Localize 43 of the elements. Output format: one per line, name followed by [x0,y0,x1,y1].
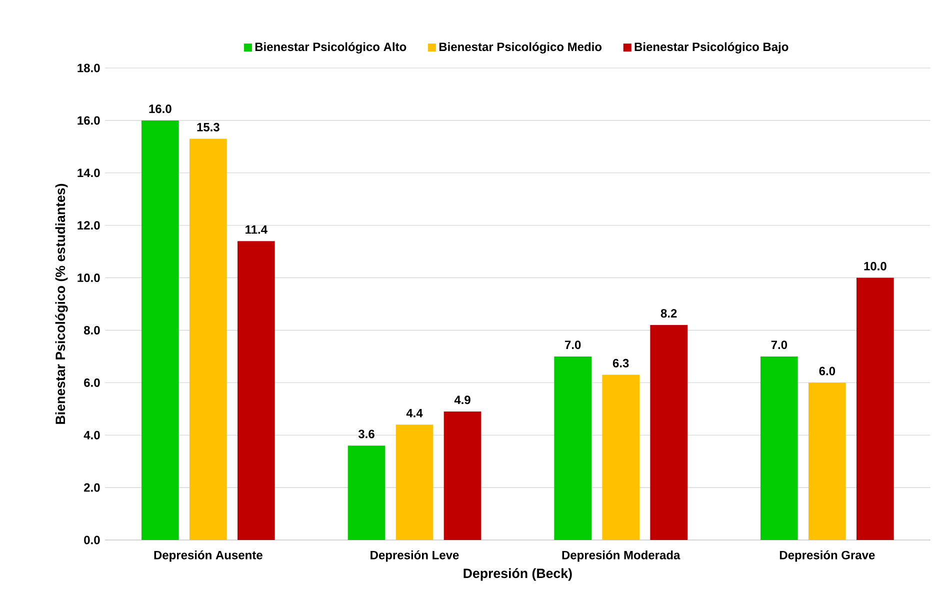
legend-label: Bienestar Psicológico Bajo [634,42,788,54]
data-label: 15.3 [197,122,220,132]
y-tick-label: 2.0 [84,483,100,492]
data-label: 4.9 [454,396,470,404]
x-tick-label: Depresión Grave [780,550,875,562]
y-tick-label: 0.0 [84,536,100,544]
bar [142,120,179,540]
data-label: 4.4 [406,408,423,418]
bar [444,412,482,540]
y-tick-label: 6.0 [84,378,100,387]
data-label: 7.0 [771,340,788,350]
x-tick-label: Depresión Moderada [562,550,680,562]
data-label: 10.0 [864,262,886,270]
y-tick-label: 8.0 [84,326,100,334]
x-axis-title: Depresión (Beck) [464,568,572,581]
bar [856,278,894,540]
y-tick-label: 12.0 [78,221,100,230]
bar [190,138,227,540]
bar [238,241,275,540]
bar [348,446,386,540]
y-tick-label: 18.0 [78,64,100,72]
y-tick-label: 16.0 [78,116,100,125]
y-tick-label: 10.0 [78,274,100,282]
data-label: 3.6 [358,430,374,438]
bar [808,382,846,540]
bar [650,324,688,540]
y-tick-label: 14.0 [78,168,100,178]
bar [760,356,798,540]
bar [602,374,640,540]
legend-label: Bienestar Psicológico Alto [255,42,406,54]
data-label: 7.0 [565,340,581,350]
y-tick-label: 4.0 [84,430,100,440]
bar [396,424,434,540]
data-label: 8.2 [660,309,677,318]
bar [554,356,592,540]
data-label: 11.4 [246,225,268,234]
data-label: 6.3 [612,358,629,368]
x-tick-label: Depresión Leve [370,550,459,562]
x-tick-label: Depresión Ausente [154,550,262,562]
data-label: 16.0 [149,104,172,114]
legend-label: Bienestar Psicológico Medio [439,42,602,54]
y-axis-title: Bienestar Psicológico (% estudiantes) [55,184,68,424]
data-label: 6.0 [819,366,836,376]
